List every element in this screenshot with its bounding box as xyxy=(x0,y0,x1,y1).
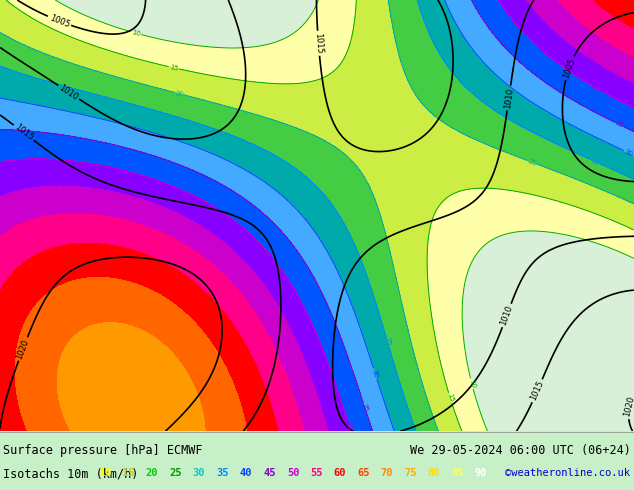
Text: 60: 60 xyxy=(333,467,346,478)
Text: 30: 30 xyxy=(371,368,379,379)
Text: 35: 35 xyxy=(361,402,369,412)
Text: 10: 10 xyxy=(131,29,141,37)
Text: ©weatheronline.co.uk: ©weatheronline.co.uk xyxy=(505,467,630,478)
Text: 55: 55 xyxy=(310,467,323,478)
Text: 50: 50 xyxy=(287,467,299,478)
Text: 25: 25 xyxy=(384,337,392,347)
Text: 35: 35 xyxy=(216,467,229,478)
Text: 45: 45 xyxy=(263,467,276,478)
Text: Isotachs 10m (km/h): Isotachs 10m (km/h) xyxy=(3,467,138,481)
Text: 40: 40 xyxy=(240,467,252,478)
Text: 25: 25 xyxy=(169,467,182,478)
Text: 30: 30 xyxy=(193,467,205,478)
Text: 25: 25 xyxy=(590,157,600,166)
Text: 75: 75 xyxy=(404,467,417,478)
Text: We 29-05-2024 06:00 UTC (06+24): We 29-05-2024 06:00 UTC (06+24) xyxy=(410,444,631,457)
Text: 1010: 1010 xyxy=(58,83,80,102)
Text: 15: 15 xyxy=(446,393,455,403)
Text: 10: 10 xyxy=(99,467,111,478)
Text: 40: 40 xyxy=(346,422,354,432)
Text: 30: 30 xyxy=(623,148,634,157)
Text: 1020: 1020 xyxy=(15,338,31,361)
Text: 1015: 1015 xyxy=(13,122,35,143)
Text: 70: 70 xyxy=(381,467,393,478)
Text: 10: 10 xyxy=(468,378,476,389)
Text: 40: 40 xyxy=(593,84,604,94)
Text: 90: 90 xyxy=(475,467,488,478)
Text: 1010: 1010 xyxy=(499,304,515,327)
Text: 65: 65 xyxy=(357,467,370,478)
Text: 20: 20 xyxy=(174,90,184,98)
Text: 35: 35 xyxy=(614,120,624,129)
Text: 1005: 1005 xyxy=(48,13,71,29)
Text: 15: 15 xyxy=(169,64,179,72)
Text: 80: 80 xyxy=(428,467,440,478)
Text: 1015: 1015 xyxy=(313,32,324,54)
Text: 1020: 1020 xyxy=(623,395,634,418)
Text: 85: 85 xyxy=(451,467,463,478)
Text: 1015: 1015 xyxy=(529,379,546,402)
Text: Surface pressure [hPa] ECMWF: Surface pressure [hPa] ECMWF xyxy=(3,444,202,457)
Text: 20: 20 xyxy=(146,467,158,478)
Text: 15: 15 xyxy=(122,467,135,478)
Text: 20: 20 xyxy=(527,158,538,167)
Text: 1005: 1005 xyxy=(562,56,577,79)
Text: 1010: 1010 xyxy=(503,87,515,109)
